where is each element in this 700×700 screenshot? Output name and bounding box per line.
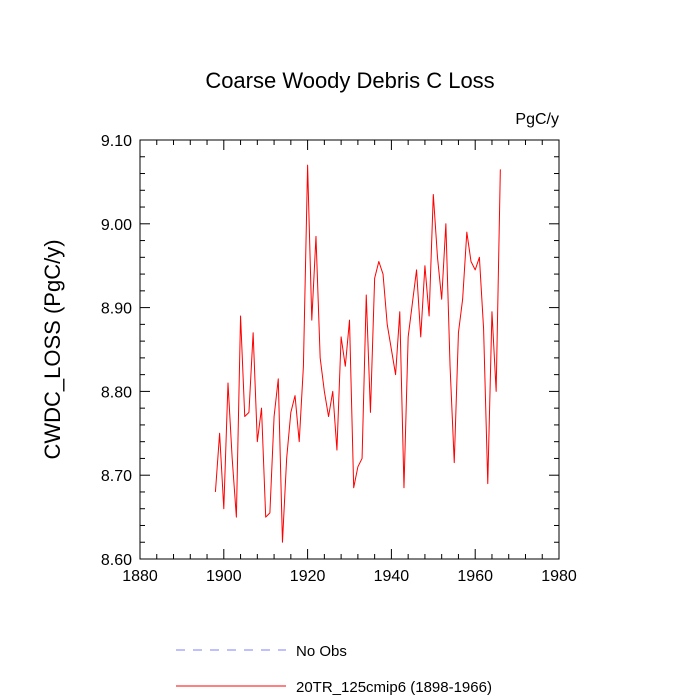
- units-label: PgC/y: [515, 111, 559, 128]
- chart-title: Coarse Woody Debris C Loss: [205, 68, 494, 93]
- legend: No Obs 20TR_125cmip6 (1898-1966): [176, 643, 492, 696]
- y-tick-label: 9.00: [101, 217, 132, 234]
- x-tick-label: 1980: [541, 568, 577, 585]
- x-tick-label: 1920: [290, 568, 326, 585]
- x-tick-label: 1880: [122, 568, 158, 585]
- y-axis-label: CWDC_LOSS (PgC/y): [40, 239, 65, 459]
- axis-ticks: [139, 139, 560, 560]
- legend-label: 20TR_125cmip6 (1898-1966): [296, 679, 492, 696]
- y-tick-label: 9.10: [101, 133, 132, 150]
- y-tick-label: 8.60: [101, 552, 132, 569]
- x-tick-label: 1960: [457, 568, 493, 585]
- series-layer: [214, 164, 501, 543]
- axis-tick-labels: 1880 1900 1920 1940 1960 1980 8.60 8.70 8.80 8.90…: [101, 133, 577, 585]
- y-tick-label: 8.70: [101, 468, 132, 485]
- y-tick-label: 8.90: [101, 301, 132, 318]
- x-tick-label: 1900: [206, 568, 242, 585]
- legend-label: No Obs: [296, 643, 347, 660]
- y-tick-label: 8.80: [101, 384, 132, 401]
- plot-frame: [139, 139, 560, 560]
- x-tick-label: 1940: [374, 568, 410, 585]
- series-line: [214, 164, 501, 543]
